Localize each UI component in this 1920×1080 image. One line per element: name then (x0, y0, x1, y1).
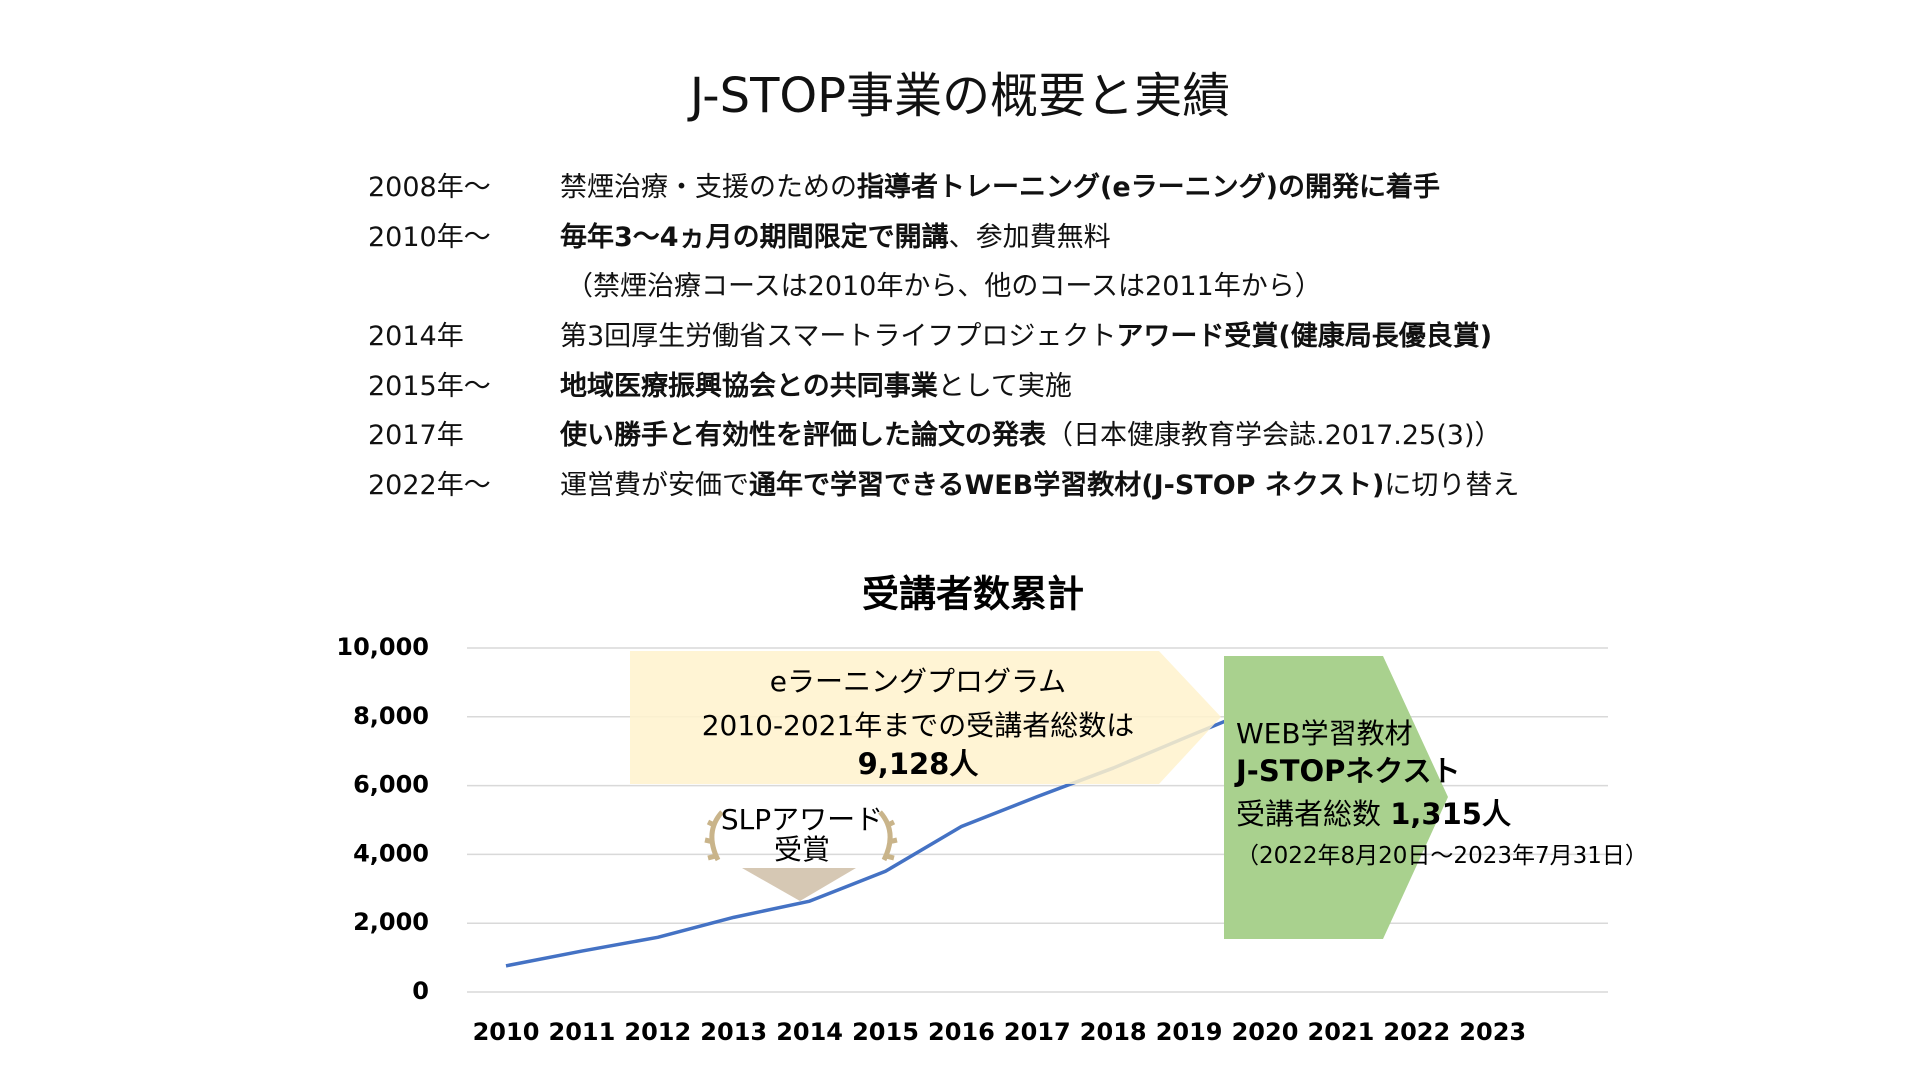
timeline-year: 2015年～ (368, 371, 491, 402)
y-tick-label: 10,000 (336, 633, 429, 661)
timeline-part: 使い勝手と有効性を評価した論文の発表 (560, 420, 1046, 451)
elearning-text: 2010-2021年までの受講者総数は (702, 709, 1135, 742)
elearning-part: eラーニングプログラム (770, 665, 1066, 698)
next-arrow (1224, 656, 1448, 939)
next-part: J-STOPネクスト (1234, 754, 1461, 788)
y-tick-label: 6,000 (353, 771, 429, 799)
award-text: 受賞 (774, 833, 830, 866)
x-tick-label: 2012 (624, 1018, 691, 1046)
next-part: WEB学習教材 (1236, 717, 1413, 750)
timeline-text: 運営費が安価で通年で学習できるWEB学習教材(J-STOP ネクスト)に切り替え (560, 463, 1519, 502)
x-tick-label: 2015 (852, 1018, 919, 1046)
award-arrow (742, 868, 856, 901)
timeline-text: 使い勝手と有効性を評価した論文の発表（日本健康教育学会誌.2017.25(3)） (560, 413, 1501, 452)
laurel-right (878, 810, 898, 862)
timeline-text: 地域医療振興協会との共同事業として実施 (560, 364, 1072, 403)
timeline-part: 指導者トレーニング(eラーニング)の開発に着手 (857, 172, 1440, 203)
x-tick-label: 2017 (1004, 1018, 1071, 1046)
award-part: SLPアワード (721, 803, 883, 836)
timeline-part: として実施 (937, 371, 1072, 402)
timeline-part: 、参加費無料 (948, 222, 1111, 253)
laurel-left (704, 810, 724, 862)
award-part: 受賞 (774, 833, 830, 866)
next-text: 受講者総数 1,315人 (1236, 797, 1511, 831)
next-text: （2022年8月20日～2023年7月31日） (1236, 843, 1648, 869)
elearning-text: eラーニングプログラム (770, 665, 1066, 698)
timeline-part: （禁煙治療コースは2010年から、他のコースは2011年から） (566, 271, 1322, 302)
next-text: WEB学習教材 (1236, 717, 1413, 750)
timeline-part: 地域医療振興協会との共同事業 (560, 371, 938, 402)
timeline-part: アワード受賞(健康局長優良賞) (1116, 321, 1493, 352)
x-tick-label: 2010 (473, 1018, 540, 1046)
timeline-year: 2022年～ (368, 470, 491, 501)
y-tick-label: 2,000 (353, 908, 429, 936)
timeline-text: 毎年3～4ヵ月の期間限定で開講、参加費無料 (560, 215, 1111, 254)
timeline-part: 第3回厚生労働省スマートライフプロジェクト (560, 321, 1117, 352)
elearning-part: 9,128人 (858, 747, 979, 781)
timeline-year: 2014年 (368, 321, 464, 352)
timeline-year: 2017年 (368, 420, 464, 451)
timeline-text: 禁煙治療・支援のための指導者トレーニング(eラーニング)の開発に着手 (560, 165, 1440, 204)
y-tick-label: 8,000 (353, 702, 429, 730)
chart-title: 受講者数累計 (862, 573, 1084, 616)
timeline-part: （日本健康教育学会誌.2017.25(3)） (1046, 420, 1502, 451)
timeline-text: （禁煙治療コースは2010年から、他のコースは2011年から） (566, 264, 1322, 303)
timeline-part: 通年で学習できるWEB学習教材(J-STOP ネクスト) (749, 470, 1385, 501)
award-text: SLPアワード (721, 803, 883, 836)
timeline-part: 運営費が安価で (560, 470, 749, 501)
next-text: J-STOPネクスト (1234, 754, 1461, 788)
x-tick-label: 2018 (1080, 1018, 1147, 1046)
elearning-part: 2010-2021年までの受講者総数は (702, 709, 1135, 742)
timeline-year: 2010年～ (368, 222, 491, 253)
next-part: 受講者総数 (1236, 797, 1390, 831)
x-tick-label: 2022 (1383, 1018, 1450, 1046)
timeline-part: 禁煙治療・支援のための (560, 172, 857, 203)
timeline-part: に切り替え (1384, 470, 1520, 501)
x-tick-label: 2016 (928, 1018, 995, 1046)
timeline-part: 毎年3～4ヵ月の期間限定で開講 (560, 222, 949, 253)
timeline-year: 2008年～ (368, 172, 491, 203)
y-tick-label: 0 (412, 977, 429, 1005)
x-tick-label: 2023 (1459, 1018, 1526, 1046)
x-tick-label: 2021 (1308, 1018, 1375, 1046)
timeline-text: 第3回厚生労働省スマートライフプロジェクトアワード受賞(健康局長優良賞) (560, 314, 1492, 353)
x-tick-label: 2020 (1232, 1018, 1299, 1046)
next-part: 1,315人 (1390, 797, 1511, 831)
elearning-text: 9,128人 (858, 747, 979, 781)
labels: 受講者数累計 0 2,000 4,000 6,000 8,000 10,000 2010 201… (336, 573, 1648, 1047)
elearning-arrow (630, 651, 1221, 784)
x-tick-label: 2011 (549, 1018, 616, 1046)
slide-title: J-STOP事業の概要と実績 (689, 68, 1231, 124)
y-tick-label: 4,000 (353, 839, 429, 867)
x-tick-label: 2013 (700, 1018, 767, 1046)
next-part: （2022年8月20日～2023年7月31日） (1236, 843, 1648, 869)
x-tick-label: 2014 (776, 1018, 843, 1046)
x-tick-label: 2019 (1156, 1018, 1223, 1046)
